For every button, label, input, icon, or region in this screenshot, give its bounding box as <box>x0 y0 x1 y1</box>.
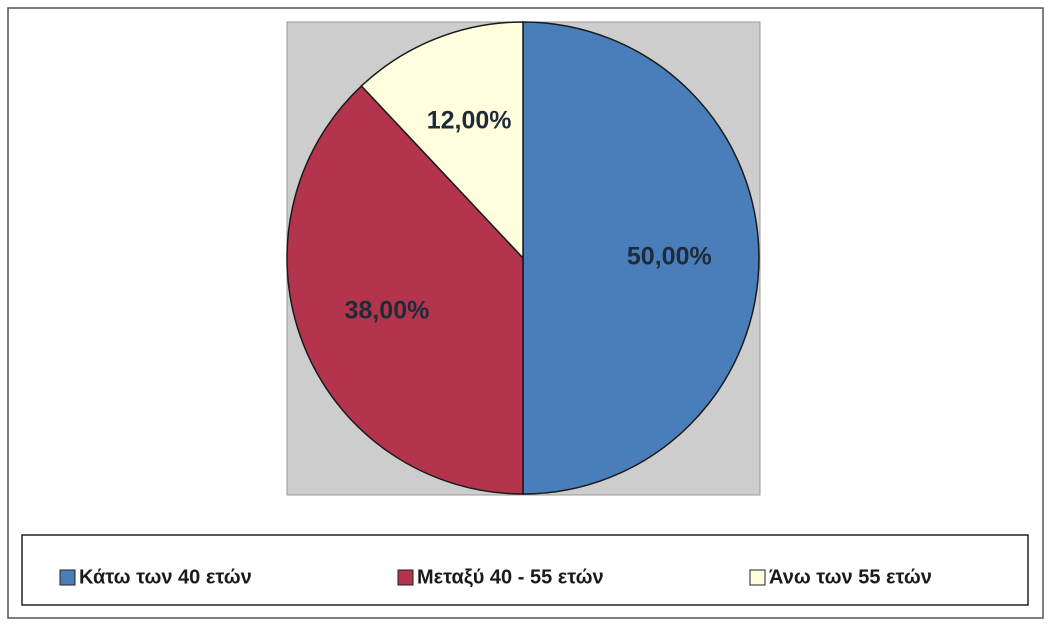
legend-swatch <box>397 569 414 586</box>
pie-slice <box>522 21 760 495</box>
legend-box <box>21 534 1029 606</box>
legend-swatch <box>59 569 76 586</box>
data-label: 12,00% <box>427 107 512 135</box>
legend-label: Μεταξύ 40 - 55 ετών <box>417 566 604 588</box>
legend-swatch <box>749 569 766 586</box>
data-label: 50,00% <box>627 243 712 271</box>
data-label: 38,00% <box>345 296 430 324</box>
pie-slice <box>286 84 524 495</box>
pie-slice <box>360 21 524 260</box>
legend-label: Κάτω των 40 ετών <box>79 566 252 588</box>
legend-label: Άνω των 55 ετών <box>769 566 932 588</box>
